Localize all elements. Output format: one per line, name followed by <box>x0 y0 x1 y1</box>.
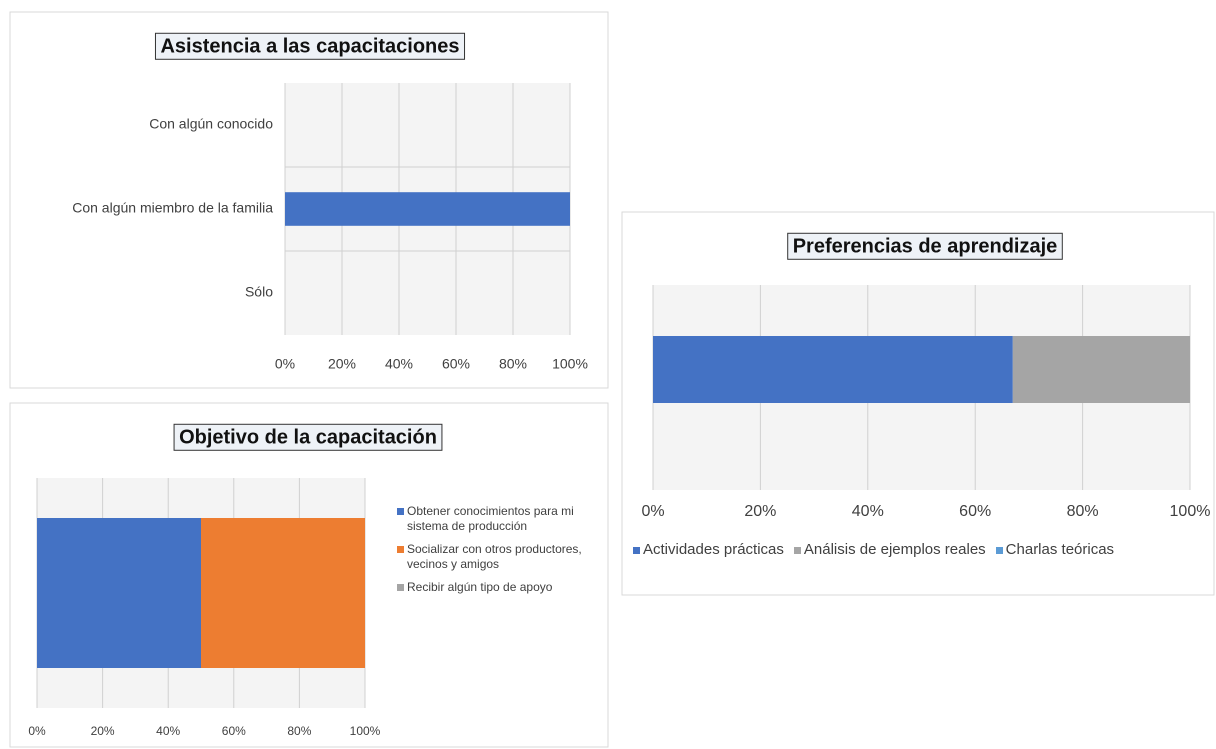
legend-swatch <box>633 547 640 554</box>
x-tick-label: 0% <box>641 503 664 520</box>
title-box <box>154 32 466 60</box>
legend: Obtener conocimientos para mi sistema de… <box>397 504 597 603</box>
legend: Actividades prácticas Análisis de ejemplo… <box>633 541 1114 558</box>
legend-label: Recibir algún tipo de apoyo <box>407 580 553 594</box>
x-tick-label: 20% <box>328 356 356 372</box>
legend-swatch <box>995 547 1003 554</box>
bar-segment <box>37 518 201 668</box>
x-tick-label: 40% <box>385 356 413 372</box>
x-tick-label: 40% <box>852 503 884 520</box>
legend-swatch <box>397 546 404 553</box>
legend-label: Actividades prácticas <box>643 541 784 558</box>
y-tick-label: Con algún miembro de la familia <box>72 200 273 216</box>
x-tick-label: 80% <box>499 356 527 372</box>
legend-item: Charlas teóricas <box>995 541 1115 558</box>
chart-title: Asistencia a las capacitaciones <box>160 35 459 57</box>
bar <box>285 192 570 226</box>
x-tick-label: 40% <box>156 724 180 738</box>
legend-swatch <box>397 508 404 515</box>
legend-label: Análisis de ejemplos reales <box>803 541 986 558</box>
x-tick-label: 20% <box>91 724 115 738</box>
bar-segment <box>653 336 1013 403</box>
x-tick-label: 0% <box>275 356 295 372</box>
legend-item: Actividades prácticas <box>633 541 784 558</box>
x-tick-label: 0% <box>28 724 46 738</box>
bar-segment <box>201 518 365 668</box>
legend-label: Charlas teóricas <box>1005 541 1115 558</box>
title-box <box>173 423 443 451</box>
x-tick-label: 60% <box>959 503 991 520</box>
x-tick-label: 20% <box>744 503 776 520</box>
x-tick-label: 60% <box>222 724 246 738</box>
x-tick-label: 80% <box>1067 503 1099 520</box>
legend-item: Recibir algún tipo de apoyo <box>397 580 597 595</box>
title-box <box>787 232 1063 260</box>
y-tick-label: Sólo <box>245 284 273 300</box>
x-tick-label: 60% <box>442 356 470 372</box>
legend-item: Análisis de ejemplos reales <box>793 541 986 558</box>
x-tick-label: 100% <box>552 356 588 372</box>
bar-segment <box>1012 336 1190 403</box>
x-tick-label: 100% <box>1170 503 1211 520</box>
legend-item: Obtener conocimientos para mi sistema de… <box>397 504 597 534</box>
legend-swatch <box>793 547 801 554</box>
legend-label: Obtener conocimientos para mi sistema de… <box>407 504 574 533</box>
legend-swatch <box>397 584 404 591</box>
chart-title: Preferencias de aprendizaje <box>793 235 1058 257</box>
legend-label: Socializar con otros productores, vecino… <box>407 542 582 571</box>
x-tick-label: 80% <box>287 724 311 738</box>
legend-item: Socializar con otros productores, vecino… <box>397 542 597 572</box>
chart-title: Objetivo de la capacitación <box>179 426 437 448</box>
y-tick-label: Con algún conocido <box>149 116 273 132</box>
x-tick-label: 100% <box>350 724 381 738</box>
